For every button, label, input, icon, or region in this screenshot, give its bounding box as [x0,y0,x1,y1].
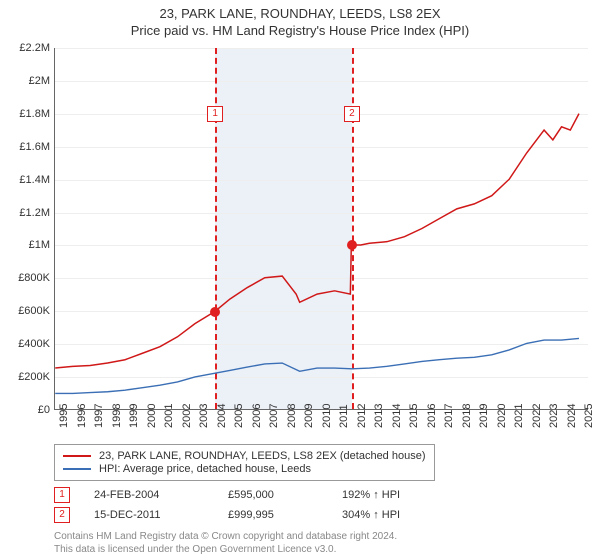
marker-dot [347,240,357,250]
x-tick-label: 2019 [478,404,490,428]
x-tick-label: 2007 [268,404,280,428]
x-tick-label: 2002 [181,404,193,428]
x-tick-label: 2010 [321,404,333,428]
sale-marker-icon: 1 [54,487,70,503]
series-line [55,114,579,368]
legend-label: 23, PARK LANE, ROUNDHAY, LEEDS, LS8 2EX … [99,450,426,462]
x-tick-label: 2014 [391,404,403,428]
x-tick-label: 2004 [216,404,228,428]
sale-price: £999,995 [228,509,318,521]
sale-price: £595,000 [228,489,318,501]
x-tick-label: 1998 [111,404,123,428]
sale-hpi: 304% ↑ HPI [342,509,400,521]
x-tick-label: 2003 [198,404,210,428]
legend-box: 23, PARK LANE, ROUNDHAY, LEEDS, LS8 2EX … [54,444,435,481]
x-tick-label: 2025 [583,404,595,428]
x-tick-label: 2021 [513,404,525,428]
footer: Contains HM Land Registry data © Crown c… [54,530,397,556]
y-tick-label: £400K [0,338,50,350]
x-tick-label: 2000 [146,404,158,428]
x-tick-label: 2001 [163,404,175,428]
legend-label: HPI: Average price, detached house, Leed… [99,463,311,475]
y-tick-label: £1.2M [0,207,50,219]
x-tick-label: 2022 [531,404,543,428]
y-tick-label: £1.8M [0,108,50,120]
sale-hpi: 192% ↑ HPI [342,489,400,501]
legend-and-sales: 23, PARK LANE, ROUNDHAY, LEEDS, LS8 2EX … [54,444,588,527]
sale-marker-icon: 2 [54,507,70,523]
y-tick-label: £0 [0,404,50,416]
title-sub: Price paid vs. HM Land Registry's House … [0,23,600,38]
footer-line: This data is licensed under the Open Gov… [54,544,336,555]
y-tick-label: £200K [0,371,50,383]
x-tick-label: 1997 [93,404,105,428]
plot: 12 [54,48,588,410]
marker-label: 2 [344,106,360,122]
sales-row: 1 24-FEB-2004 £595,000 192% ↑ HPI [54,487,588,503]
x-tick-label: 1999 [128,404,140,428]
marker-dot [210,307,220,317]
x-tick-label: 2016 [426,404,438,428]
x-tick-label: 2006 [251,404,263,428]
sale-date: 24-FEB-2004 [94,489,204,501]
x-tick-label: 2005 [233,404,245,428]
y-tick-label: £2.2M [0,42,50,54]
x-tick-label: 2023 [548,404,560,428]
x-tick-label: 2020 [496,404,508,428]
x-tick-label: 2012 [356,404,368,428]
line-svg [55,48,588,409]
title-block: 23, PARK LANE, ROUNDHAY, LEEDS, LS8 2EX … [0,0,600,38]
chart-area: 12 1995199619971998199920002001200220032… [54,48,588,410]
x-tick-label: 2011 [338,404,350,428]
x-tick-label: 1996 [76,404,88,428]
y-tick-label: £1.4M [0,174,50,186]
x-tick-label: 2017 [443,404,455,428]
x-tick-label: 2013 [373,404,385,428]
y-tick-label: £800K [0,272,50,284]
legend-swatch [63,455,91,457]
sales-table: 1 24-FEB-2004 £595,000 192% ↑ HPI 2 15-D… [54,487,588,523]
title-main: 23, PARK LANE, ROUNDHAY, LEEDS, LS8 2EX [0,6,600,21]
x-tick-label: 1995 [58,404,70,428]
sales-row: 2 15-DEC-2011 £999,995 304% ↑ HPI [54,507,588,523]
legend-row: 23, PARK LANE, ROUNDHAY, LEEDS, LS8 2EX … [63,450,426,462]
chart-container: 23, PARK LANE, ROUNDHAY, LEEDS, LS8 2EX … [0,0,600,560]
x-tick-label: 2009 [303,404,315,428]
y-tick-label: £2M [0,75,50,87]
footer-line: Contains HM Land Registry data © Crown c… [54,531,397,542]
x-tick-label: 2015 [408,404,420,428]
sale-date: 15-DEC-2011 [94,509,204,521]
x-tick-label: 2024 [566,404,578,428]
y-tick-label: £1.6M [0,141,50,153]
x-tick-label: 2008 [286,404,298,428]
y-tick-label: £600K [0,305,50,317]
x-tick-label: 2018 [461,404,473,428]
legend-row: HPI: Average price, detached house, Leed… [63,463,426,475]
series-line [55,338,579,393]
legend-swatch [63,468,91,470]
y-tick-label: £1M [0,239,50,251]
marker-label: 1 [207,106,223,122]
